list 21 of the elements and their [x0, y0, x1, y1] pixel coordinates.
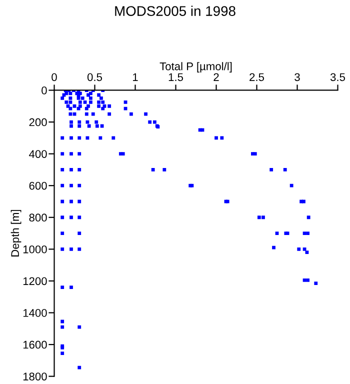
- y-tick-label: 1000: [23, 245, 47, 254]
- x-axis-title: Total P [µmol/l]: [160, 62, 232, 72]
- y-tick-label: 0: [42, 86, 47, 94]
- chart-title: MODS2005 in 1998: [115, 6, 236, 16]
- y-tick-label: 800: [29, 214, 47, 222]
- x-tick-label: 0: [52, 73, 57, 82]
- y-axis-title: Depth [m]: [10, 210, 22, 256]
- y-tick-label: 1200: [23, 277, 47, 286]
- y-tick-label: 1400: [23, 309, 47, 317]
- y-tick-label: 200: [29, 118, 47, 126]
- y-tick-label: 1800: [23, 372, 47, 380]
- x-tick-label: 3: [294, 73, 300, 82]
- y-tick-label: 1600: [23, 340, 47, 349]
- x-tick-label: 1: [133, 73, 138, 81]
- x-tick-label: 1.5: [168, 73, 184, 82]
- x-tick-label: 2.5: [250, 73, 264, 82]
- x-tick-label: 2: [214, 73, 219, 81]
- x-tick-label: 3.5: [330, 73, 346, 82]
- x-tick-label: 0.5: [87, 73, 102, 82]
- y-tick-label: 600: [29, 182, 47, 190]
- y-tick-label: 400: [29, 150, 47, 158]
